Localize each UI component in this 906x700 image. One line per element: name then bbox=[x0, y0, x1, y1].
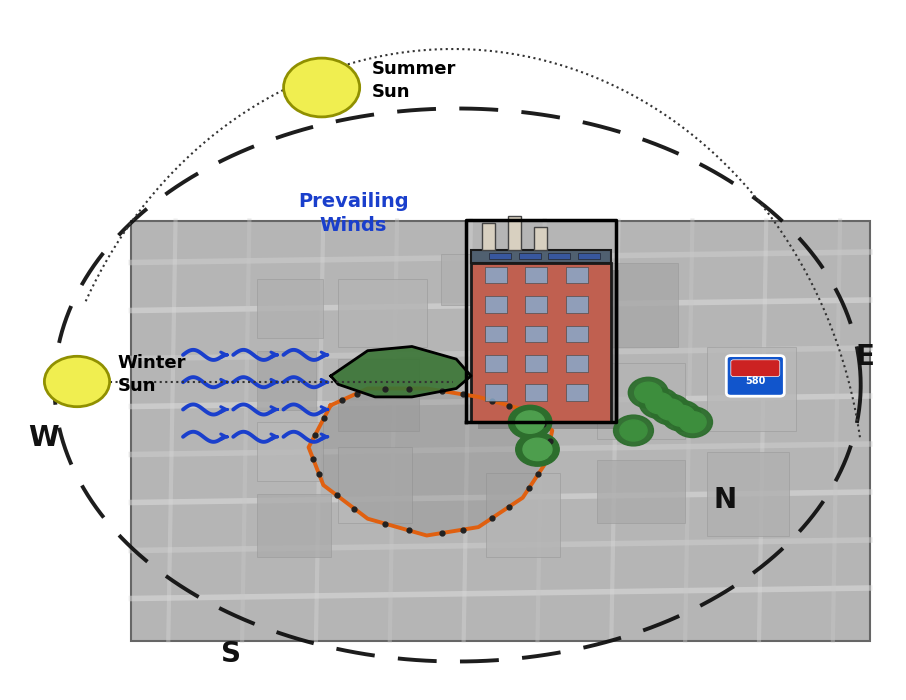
Bar bbox=[525, 267, 547, 284]
Bar bbox=[489, 253, 511, 259]
Bar bbox=[485, 267, 506, 284]
Bar bbox=[257, 351, 316, 409]
Bar bbox=[338, 359, 419, 430]
Bar bbox=[566, 267, 588, 284]
Bar bbox=[708, 452, 788, 536]
Bar bbox=[486, 473, 560, 556]
Bar bbox=[471, 250, 612, 262]
Text: Winter
Sun: Winter Sun bbox=[118, 354, 187, 395]
Circle shape bbox=[523, 438, 552, 461]
Circle shape bbox=[508, 405, 552, 439]
Bar bbox=[566, 355, 588, 372]
Bar bbox=[578, 253, 600, 259]
Bar bbox=[471, 262, 612, 422]
Bar bbox=[519, 253, 541, 259]
Bar bbox=[708, 346, 795, 430]
Polygon shape bbox=[331, 346, 471, 397]
Circle shape bbox=[651, 394, 690, 425]
Bar bbox=[478, 270, 619, 429]
Circle shape bbox=[620, 420, 647, 441]
Bar bbox=[566, 296, 588, 313]
Text: W: W bbox=[28, 424, 59, 452]
Polygon shape bbox=[309, 389, 553, 536]
Circle shape bbox=[634, 382, 661, 403]
Text: Summer
Sun: Summer Sun bbox=[371, 60, 456, 101]
Circle shape bbox=[284, 58, 360, 117]
Circle shape bbox=[516, 433, 559, 466]
Bar bbox=[525, 296, 547, 313]
Bar bbox=[338, 279, 427, 346]
Text: 580: 580 bbox=[745, 377, 766, 386]
Text: N: N bbox=[713, 486, 737, 514]
Bar bbox=[525, 384, 547, 401]
Bar bbox=[485, 296, 506, 313]
Bar bbox=[441, 254, 516, 304]
Bar bbox=[338, 447, 412, 523]
Text: Prevailing
Winds: Prevailing Winds bbox=[298, 193, 409, 235]
Bar bbox=[525, 355, 547, 372]
Text: S: S bbox=[221, 640, 241, 668]
Bar bbox=[566, 326, 588, 342]
Bar bbox=[257, 422, 323, 481]
Bar bbox=[596, 460, 685, 523]
Bar bbox=[574, 262, 678, 346]
Circle shape bbox=[672, 407, 712, 438]
Circle shape bbox=[679, 412, 706, 433]
Bar bbox=[485, 355, 506, 372]
Bar bbox=[131, 220, 870, 640]
Bar bbox=[534, 227, 547, 250]
Circle shape bbox=[661, 400, 701, 431]
Bar bbox=[525, 326, 547, 342]
Bar bbox=[485, 384, 506, 401]
Text: E: E bbox=[856, 343, 874, 371]
Circle shape bbox=[657, 399, 684, 420]
Circle shape bbox=[668, 405, 695, 426]
Circle shape bbox=[44, 356, 110, 407]
Bar bbox=[566, 384, 588, 401]
Circle shape bbox=[640, 388, 680, 419]
Bar bbox=[596, 363, 685, 439]
Bar bbox=[257, 279, 323, 338]
Circle shape bbox=[646, 393, 673, 414]
FancyBboxPatch shape bbox=[731, 360, 780, 377]
Bar bbox=[548, 253, 571, 259]
Circle shape bbox=[613, 415, 653, 446]
Circle shape bbox=[516, 411, 545, 433]
Bar bbox=[508, 216, 521, 250]
Bar bbox=[257, 494, 331, 556]
Circle shape bbox=[628, 377, 668, 408]
FancyBboxPatch shape bbox=[727, 356, 785, 396]
Bar bbox=[482, 223, 496, 250]
Bar bbox=[485, 326, 506, 342]
